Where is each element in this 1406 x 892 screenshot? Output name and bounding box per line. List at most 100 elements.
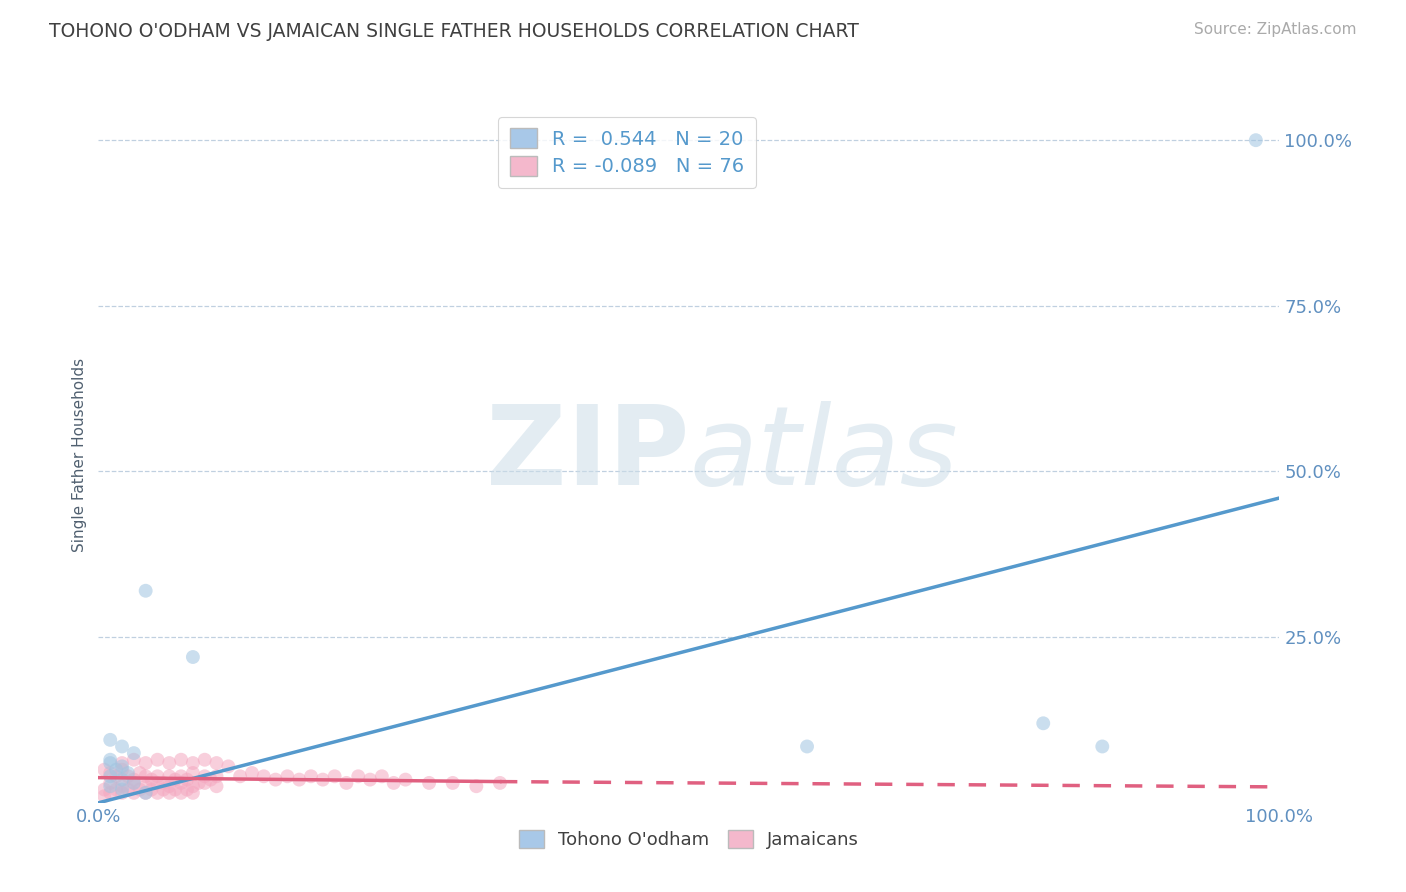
Point [111, 782, 134, 797]
Point [93, 782, 115, 797]
Point [382, 776, 405, 790]
Point [194, 776, 217, 790]
Point [157, 786, 180, 800]
Point [181, 650, 204, 665]
Point [170, 753, 193, 767]
Point [157, 769, 180, 783]
Point [111, 779, 134, 793]
Point [181, 766, 204, 780]
Point [157, 756, 180, 770]
Point [111, 786, 134, 800]
Point [229, 769, 252, 783]
Y-axis label: Single Father Households: Single Father Households [72, 358, 87, 552]
Point [394, 772, 416, 787]
Point [98, 756, 121, 770]
Point [323, 769, 346, 783]
Point [187, 776, 209, 790]
Text: Source: ZipAtlas.com: Source: ZipAtlas.com [1194, 22, 1357, 37]
Point [205, 779, 228, 793]
Point [122, 776, 145, 790]
Point [240, 766, 263, 780]
Point [105, 769, 128, 783]
Point [135, 786, 157, 800]
Point [146, 753, 169, 767]
Point [181, 756, 204, 770]
Point [1091, 739, 1114, 754]
Text: atlas: atlas [689, 401, 957, 508]
Point [1032, 716, 1054, 731]
Point [117, 766, 139, 780]
Point [111, 756, 134, 770]
Point [93, 789, 115, 804]
Point [288, 772, 311, 787]
Point [128, 766, 150, 780]
Point [122, 786, 145, 800]
Point [157, 779, 180, 793]
Point [98, 732, 121, 747]
Point [359, 772, 381, 787]
Point [312, 772, 335, 787]
Point [181, 779, 204, 793]
Point [299, 769, 322, 783]
Point [122, 776, 145, 790]
Point [93, 763, 115, 777]
Point [441, 776, 464, 790]
Point [276, 769, 298, 783]
Point [146, 776, 169, 790]
Point [253, 769, 276, 783]
Point [170, 769, 193, 783]
Point [135, 756, 157, 770]
Point [141, 772, 163, 787]
Point [117, 782, 139, 797]
Point [217, 759, 239, 773]
Legend: Tohono O'odham, Jamaicans: Tohono O'odham, Jamaicans [512, 822, 866, 856]
Point [122, 772, 145, 787]
Point [105, 782, 128, 797]
Point [98, 779, 121, 793]
Point [335, 776, 357, 790]
Point [111, 763, 134, 777]
Point [111, 739, 134, 754]
Point [165, 772, 187, 787]
Point [146, 786, 169, 800]
Point [98, 766, 121, 780]
Point [165, 782, 187, 797]
Point [122, 753, 145, 767]
Point [170, 786, 193, 800]
Point [111, 772, 134, 787]
Point [176, 782, 198, 797]
Point [181, 786, 204, 800]
Point [1244, 133, 1267, 147]
Point [205, 756, 228, 770]
Point [371, 769, 394, 783]
Point [465, 779, 488, 793]
Point [98, 786, 121, 800]
Point [146, 769, 169, 783]
Point [98, 776, 121, 790]
Point [152, 776, 174, 790]
Point [347, 769, 370, 783]
Point [135, 583, 157, 598]
Point [98, 769, 121, 783]
Text: TOHONO O'ODHAM VS JAMAICAN SINGLE FATHER HOUSEHOLDS CORRELATION CHART: TOHONO O'ODHAM VS JAMAICAN SINGLE FATHER… [49, 22, 859, 41]
Point [264, 772, 287, 787]
Point [170, 776, 193, 790]
Point [205, 769, 228, 783]
Point [122, 746, 145, 760]
Point [135, 769, 157, 783]
Point [152, 782, 174, 797]
Point [194, 753, 217, 767]
Point [128, 782, 150, 797]
Point [98, 753, 121, 767]
Point [796, 739, 818, 754]
Point [194, 769, 217, 783]
Point [141, 782, 163, 797]
Point [105, 763, 128, 777]
Point [200, 772, 222, 787]
Point [176, 772, 198, 787]
Point [111, 759, 134, 773]
Point [418, 776, 440, 790]
Text: ZIP: ZIP [485, 401, 689, 508]
Point [135, 779, 157, 793]
Point [135, 786, 157, 800]
